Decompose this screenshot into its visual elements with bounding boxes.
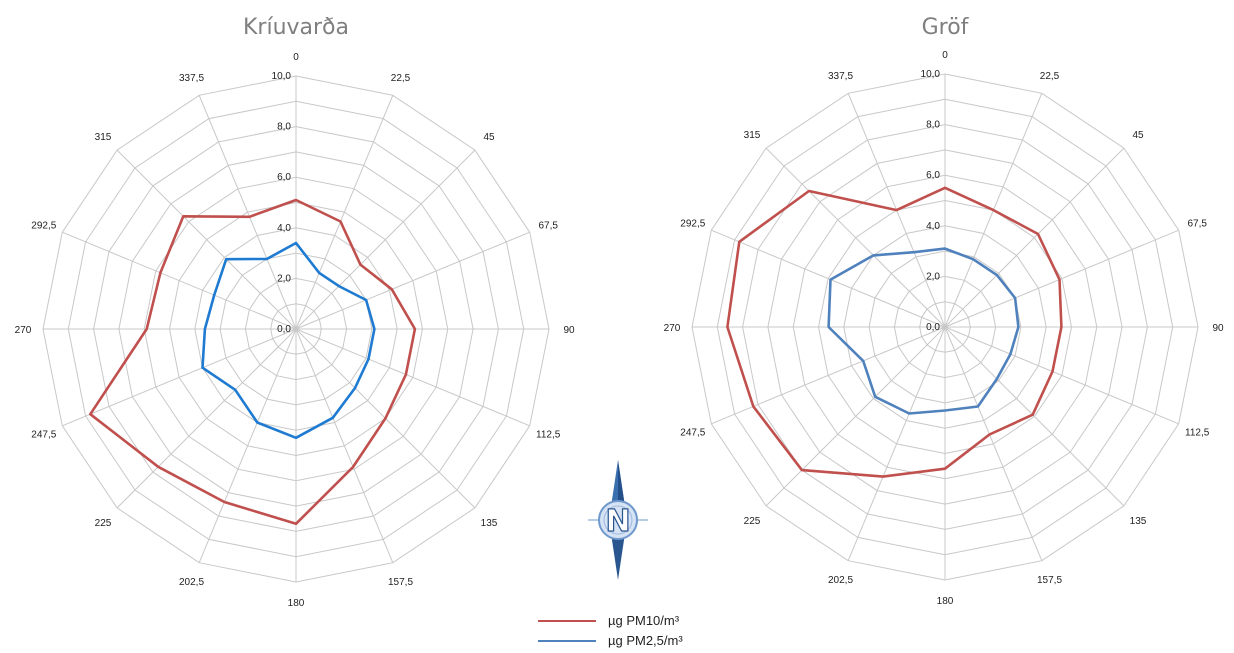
ring-value-label: 2,0 [277, 273, 291, 284]
direction-label: 292,5 [680, 219, 705, 230]
direction-label: 157,5 [388, 577, 413, 588]
grid-spoke [295, 149, 476, 330]
direction-label: 180 [937, 596, 954, 607]
series-line-pm25 [201, 241, 376, 440]
grid-spoke [295, 328, 394, 563]
direction-label: 292,5 [31, 221, 56, 232]
grid-spoke [295, 95, 394, 330]
grid-spoke [711, 229, 946, 328]
north-arrow-compass-icon: N [588, 460, 648, 580]
direction-label: 315 [95, 132, 112, 143]
grid-spoke [295, 231, 530, 330]
direction-label: 225 [744, 516, 761, 527]
direction-label: 90 [1212, 323, 1224, 334]
ring-value-label: 6,0 [926, 170, 940, 181]
direction-label: 135 [481, 518, 498, 529]
direction-label: 22,5 [1040, 71, 1060, 82]
ring-value-label: 2,0 [926, 271, 940, 282]
direction-label: 45 [1132, 130, 1144, 141]
grid-spoke [62, 328, 297, 427]
grid-spoke [944, 326, 1125, 507]
grid-spoke [198, 328, 297, 563]
axis-labels: 0 22,5 45 67,5 90 112,5 135 157,5 180 202,5 225 247… [15, 52, 575, 609]
direction-label: 180 [288, 598, 305, 609]
chart-title: Gröf [922, 15, 970, 40]
series-line-pm10 [89, 198, 417, 526]
direction-label: 0 [293, 52, 299, 63]
legend: µg PM10/m³ µg PM2,5/m³ [538, 613, 683, 648]
direction-label: 202,5 [828, 575, 853, 586]
direction-label: 22,5 [391, 73, 411, 84]
radar-chart-grof: Gröf 0 22,5 45 67,5 90 112,5 135 157,5 180 202,5 2… [664, 15, 1224, 607]
grid-spoke [765, 326, 946, 507]
grid-spoke [944, 147, 1125, 328]
grid-spoke [62, 231, 297, 330]
legend-item-pm25: µg PM2,5/m³ [538, 633, 683, 648]
ring-value-label: 4,0 [926, 221, 940, 232]
grid-spoke [847, 326, 946, 561]
radar-grid [42, 75, 550, 583]
direction-label: 337,5 [179, 73, 204, 84]
grid-spoke [944, 326, 1179, 425]
grid-spoke [765, 147, 946, 328]
direction-label: 67,5 [1187, 219, 1207, 230]
grid-spoke [944, 326, 1043, 561]
grid-spoke [944, 229, 1179, 328]
direction-label: 0 [942, 50, 948, 61]
radar-chart-kriuvarda: Kríuvarða 0 22,5 45 67,5 90 112,5 135 157,5 180 2… [15, 15, 575, 609]
compass-letter: N [605, 504, 630, 539]
ring-value-label: 4,0 [277, 223, 291, 234]
ring-value-label: 6,0 [277, 172, 291, 183]
ring-value-label: 8,0 [277, 122, 291, 133]
series-layer [89, 198, 417, 526]
direction-label: 225 [95, 518, 112, 529]
legend-label-pm10: µg PM10/m³ [608, 613, 680, 628]
grid-spoke [116, 149, 297, 330]
series-line-pm25 [827, 247, 1020, 415]
direction-label: 67,5 [538, 221, 558, 232]
grid-spoke [295, 328, 530, 427]
legend-label-pm25: µg PM2,5/m³ [608, 633, 683, 648]
direction-label: 112,5 [1185, 428, 1210, 439]
direction-label: 315 [744, 130, 761, 141]
grid-spoke [198, 95, 297, 330]
series-line-pm10 [726, 186, 1063, 478]
ring-value-label: 10,0 [921, 69, 941, 80]
direction-label: 135 [1130, 516, 1147, 527]
series-layer [726, 186, 1063, 478]
direction-label: 247,5 [31, 430, 56, 441]
direction-label: 202,5 [179, 577, 204, 588]
direction-label: 90 [563, 325, 575, 336]
direction-label: 157,5 [1037, 575, 1062, 586]
chart-title: Kríuvarða [243, 15, 349, 40]
axis-labels: 0 22,5 45 67,5 90 112,5 135 157,5 180 202,5 225 247… [664, 50, 1224, 607]
legend-item-pm10: µg PM10/m³ [538, 613, 680, 628]
grid-spoke [711, 326, 946, 425]
direction-label: 45 [483, 132, 495, 143]
direction-label: 337,5 [828, 71, 853, 82]
ring-value-label: 0,0 [926, 322, 940, 333]
ring-value-label: 0,0 [277, 324, 291, 335]
direction-label: 112,5 [536, 430, 561, 441]
direction-label: 270 [664, 323, 681, 334]
radar-grid [691, 73, 1199, 581]
ring-value-label: 10,0 [272, 71, 292, 82]
ring-value-label: 8,0 [926, 120, 940, 131]
direction-label: 270 [15, 325, 32, 336]
direction-label: 247,5 [680, 428, 705, 439]
grid-spoke [116, 328, 297, 509]
